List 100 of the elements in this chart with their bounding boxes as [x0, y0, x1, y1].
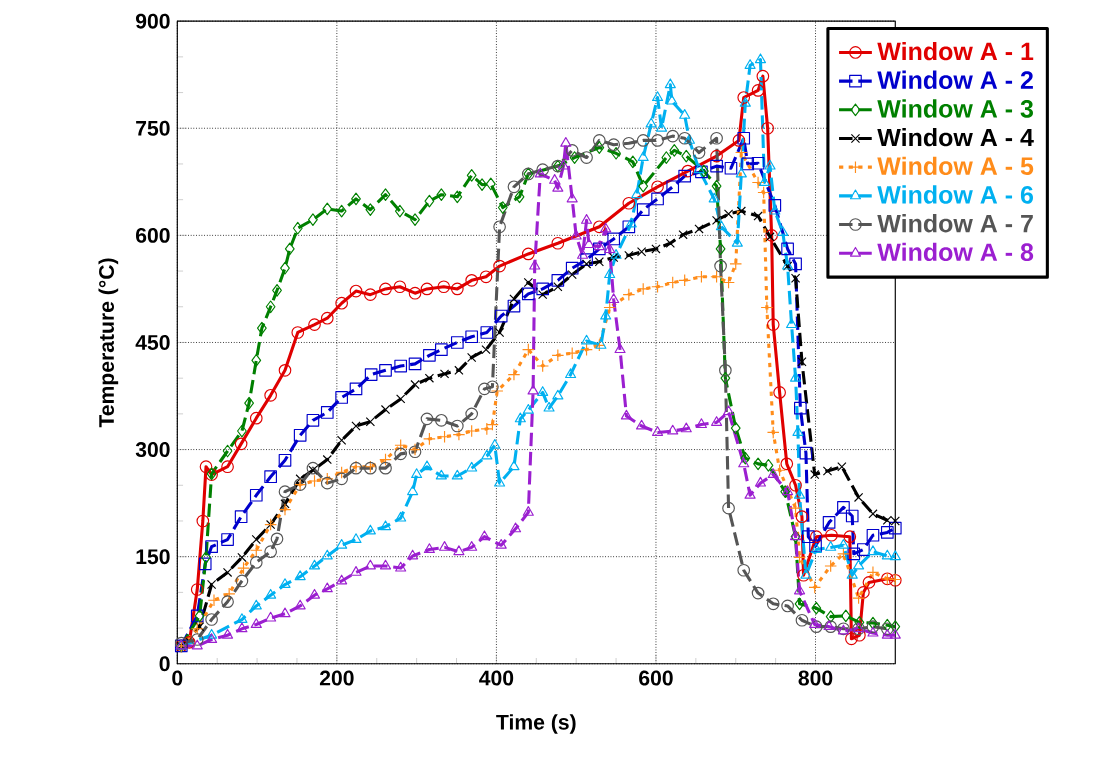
point	[567, 270, 577, 280]
point	[477, 178, 487, 192]
point	[221, 595, 234, 609]
point	[854, 616, 865, 629]
point	[507, 180, 521, 194]
point	[364, 368, 378, 382]
point	[611, 147, 621, 160]
point	[437, 280, 451, 294]
point	[394, 447, 408, 461]
point	[221, 460, 234, 474]
legend-label: Window A - 3	[877, 99, 1033, 118]
point	[507, 299, 521, 313]
point	[521, 343, 535, 357]
point	[592, 242, 606, 256]
point	[724, 162, 738, 175]
point	[581, 259, 592, 269]
point	[251, 535, 261, 545]
point	[751, 176, 765, 190]
point	[410, 213, 420, 227]
point	[763, 459, 774, 472]
point	[280, 262, 290, 275]
point	[809, 620, 823, 634]
point	[190, 622, 204, 636]
point	[320, 312, 334, 325]
point	[507, 368, 521, 382]
point	[521, 287, 535, 301]
point	[351, 421, 361, 431]
point	[207, 594, 221, 607]
point	[280, 499, 290, 509]
point	[509, 294, 519, 304]
point	[811, 601, 822, 615]
point	[837, 547, 850, 561]
point	[485, 177, 496, 191]
y-axis-title: Temperature (°C)	[98, 258, 119, 428]
point	[452, 428, 466, 442]
point	[393, 280, 407, 294]
point	[278, 364, 292, 377]
point	[478, 382, 491, 396]
point	[351, 192, 361, 206]
point	[336, 435, 347, 446]
point	[379, 461, 392, 475]
point	[710, 159, 723, 173]
point	[408, 287, 422, 300]
point	[736, 206, 746, 216]
point	[790, 273, 801, 284]
point	[521, 247, 535, 261]
point	[825, 529, 838, 542]
point	[308, 474, 321, 488]
point	[681, 164, 695, 178]
point	[636, 282, 650, 296]
point	[365, 417, 376, 427]
point	[720, 372, 731, 385]
point	[710, 132, 723, 145]
point	[420, 282, 434, 296]
point	[681, 149, 692, 163]
point	[194, 622, 205, 632]
point	[278, 503, 292, 517]
point	[196, 514, 210, 528]
point	[553, 282, 563, 292]
point	[293, 429, 307, 442]
point	[862, 576, 876, 589]
point	[847, 547, 861, 561]
x-tick-label: 200	[319, 670, 354, 686]
point	[182, 636, 196, 649]
point	[320, 472, 334, 486]
point	[822, 516, 836, 529]
point	[569, 151, 580, 165]
point	[853, 629, 866, 642]
y-tick-label: 900	[135, 13, 170, 29]
point	[436, 188, 447, 202]
point	[380, 188, 391, 202]
point	[882, 619, 893, 632]
point	[651, 244, 661, 254]
point	[852, 591, 865, 605]
point	[365, 203, 376, 217]
point	[292, 222, 303, 235]
point	[335, 466, 348, 479]
point	[264, 470, 277, 484]
point	[607, 232, 621, 246]
point	[678, 132, 692, 145]
point	[890, 620, 901, 634]
point	[480, 422, 494, 436]
point	[408, 357, 422, 371]
point	[636, 247, 647, 257]
point	[840, 609, 851, 623]
point	[880, 622, 894, 636]
point	[740, 451, 751, 465]
point	[394, 204, 405, 218]
legend-label: Window A - 8	[877, 242, 1034, 262]
point	[536, 163, 550, 177]
point	[493, 220, 506, 234]
point	[551, 349, 565, 362]
point	[636, 134, 650, 147]
point	[424, 373, 435, 384]
point	[853, 492, 864, 503]
point	[789, 479, 802, 492]
point	[824, 559, 838, 573]
point	[322, 455, 332, 465]
point	[622, 220, 636, 234]
point	[794, 597, 805, 611]
